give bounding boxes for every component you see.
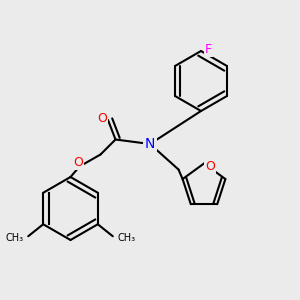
Text: CH₃: CH₃ — [117, 233, 135, 243]
Text: O: O — [73, 155, 83, 169]
Text: N: N — [145, 137, 155, 151]
Text: F: F — [205, 43, 212, 56]
Text: O: O — [205, 160, 215, 173]
Text: CH₃: CH₃ — [6, 233, 24, 243]
Text: O: O — [97, 112, 107, 125]
